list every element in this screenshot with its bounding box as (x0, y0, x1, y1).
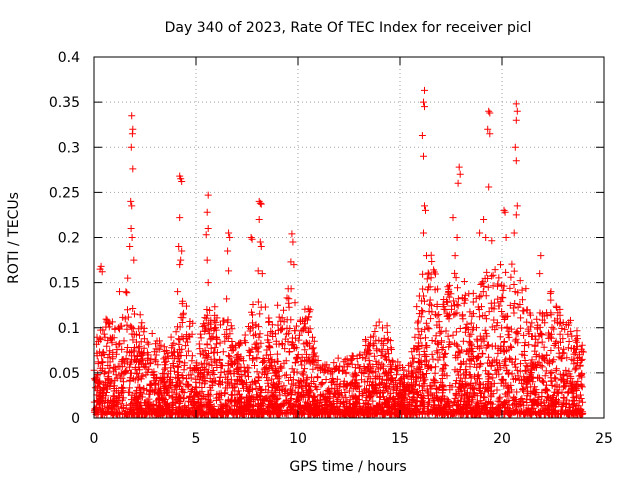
axis-ticks (93, 56, 605, 419)
y-tick-label: 0.3 (58, 140, 80, 156)
x-axis-label: GPS time / hours (289, 459, 406, 475)
x-tick-label: 20 (493, 431, 511, 447)
y-tick-label: 0.1 (58, 321, 80, 337)
x-tick-label: 5 (192, 431, 201, 447)
roti-markers (90, 86, 587, 418)
chart-title: Day 340 of 2023, Rate Of TEC Index for r… (165, 20, 532, 36)
y-tick-labels: 0 0.05 0.1 0.15 0.2 0.25 0.3 0.35 0.4 (49, 50, 80, 427)
y-tick-label: 0 (71, 411, 80, 427)
data-points (90, 86, 587, 418)
y-axis-label: ROTI / TECUs (6, 192, 22, 284)
x-tick-label: 10 (289, 431, 307, 447)
y-tick-label: 0.15 (49, 276, 80, 292)
y-tick-label: 0.2 (58, 231, 80, 247)
x-tick-label: 25 (595, 431, 613, 447)
x-tick-label: 15 (391, 431, 409, 447)
y-tick-label: 0.25 (49, 185, 80, 201)
x-tick-labels: 0 5 10 15 20 25 (90, 431, 613, 447)
grid-lines (94, 57, 604, 418)
y-tick-label: 0.35 (49, 95, 80, 111)
y-tick-label: 0.05 (49, 366, 80, 382)
x-tick-label: 0 (90, 431, 99, 447)
y-tick-label: 0.4 (58, 50, 80, 66)
